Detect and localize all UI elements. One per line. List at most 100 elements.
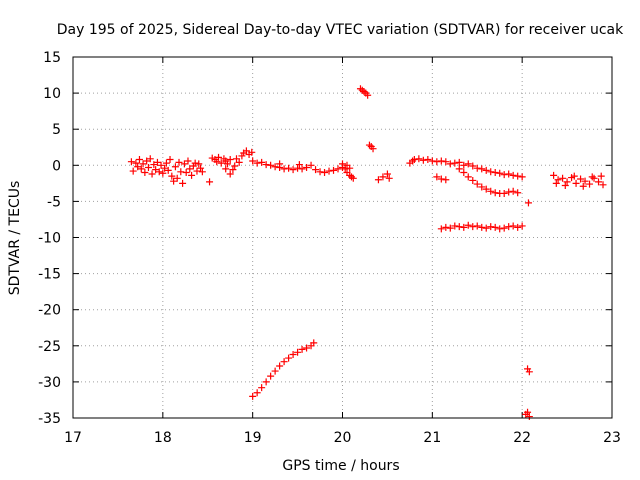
- data-point: [294, 348, 302, 356]
- chart-title: Day 195 of 2025, Sidereal Day-to-day VTE…: [57, 22, 624, 38]
- data-point: [217, 159, 225, 167]
- data-point: [150, 161, 158, 169]
- data-point: [155, 168, 163, 176]
- data-point: [162, 159, 170, 167]
- data-point: [276, 362, 284, 370]
- data-point: [597, 172, 605, 180]
- data-point: [232, 155, 240, 163]
- series-cluster-e: [406, 155, 526, 184]
- data-point: [442, 158, 450, 166]
- series-cluster-f: [455, 165, 522, 197]
- data-point: [500, 189, 508, 197]
- data-point: [316, 168, 324, 176]
- data-point: [410, 156, 418, 164]
- data-point: [385, 174, 393, 182]
- data-point: [469, 223, 477, 231]
- series-cluster-d: [356, 85, 393, 184]
- data-point: [491, 169, 499, 177]
- grid: [73, 57, 612, 418]
- data-point: [525, 368, 533, 376]
- data-point: [590, 174, 598, 182]
- y-tick-label: -10: [38, 231, 61, 247]
- data-point: [173, 174, 181, 182]
- data-point: [182, 169, 190, 177]
- data-point: [248, 148, 256, 156]
- data-point: [491, 189, 499, 197]
- data-point: [146, 155, 154, 163]
- data-point: [310, 339, 318, 347]
- data-point: [561, 182, 569, 190]
- data-point: [518, 173, 526, 181]
- data-point: [524, 199, 532, 207]
- data-point: [595, 178, 603, 186]
- y-tick-label: -30: [38, 375, 61, 391]
- data-point: [496, 169, 504, 177]
- data-point: [554, 176, 562, 184]
- x-tick-label: 23: [603, 430, 621, 446]
- y-tick-label: -20: [38, 303, 61, 319]
- data-point: [206, 178, 214, 186]
- data-point: [213, 158, 221, 166]
- data-point: [383, 170, 391, 178]
- data-point: [153, 158, 161, 166]
- data-point: [552, 179, 560, 187]
- x-tick-label: 19: [244, 430, 262, 446]
- x-tick-label: 22: [513, 430, 531, 446]
- data-point: [229, 166, 237, 174]
- y-tick-label: -5: [47, 194, 61, 210]
- data-point: [262, 378, 270, 386]
- data-point: [180, 160, 188, 168]
- data-point: [525, 413, 533, 421]
- y-tick-label: 10: [43, 86, 61, 102]
- data-point: [455, 165, 463, 173]
- data-point: [369, 145, 377, 153]
- data-point: [191, 159, 199, 167]
- data-point: [175, 158, 183, 166]
- data-point: [249, 392, 257, 400]
- data-point: [437, 175, 445, 183]
- data-points: [127, 85, 607, 421]
- data-point: [550, 171, 558, 179]
- tick-labels: 17 18 19 20 21 22 23 15 10 5 0 -5 -10 -15 -20 -25 -30 -35: [38, 50, 621, 446]
- data-point: [482, 224, 490, 232]
- data-point: [285, 164, 293, 172]
- data-point: [195, 160, 203, 168]
- data-point: [469, 176, 477, 184]
- data-point: [487, 187, 495, 195]
- data-point: [303, 344, 311, 352]
- data-point: [224, 160, 232, 168]
- data-point: [446, 160, 454, 168]
- data-point: [563, 178, 571, 186]
- data-point: [514, 189, 522, 197]
- data-point: [271, 163, 279, 171]
- data-point: [177, 168, 185, 176]
- data-point: [478, 183, 486, 191]
- data-point: [524, 408, 532, 416]
- data-point: [500, 224, 508, 232]
- data-point: [253, 389, 261, 397]
- data-point: [334, 165, 342, 173]
- data-point: [505, 170, 513, 178]
- data-point: [473, 164, 481, 172]
- data-point: [588, 173, 596, 181]
- data-point: [193, 167, 201, 175]
- data-point: [186, 165, 194, 173]
- data-point: [473, 180, 481, 188]
- data-point: [451, 159, 459, 167]
- data-point: [159, 169, 167, 177]
- data-point: [365, 141, 373, 149]
- data-point: [505, 223, 513, 231]
- data-point: [164, 166, 172, 174]
- data-point: [599, 181, 607, 189]
- y-tick-label: 15: [43, 50, 61, 66]
- data-point: [141, 169, 149, 177]
- data-point: [134, 163, 142, 171]
- data-point: [451, 222, 459, 230]
- series-cluster-c: [249, 157, 357, 182]
- data-point: [496, 225, 504, 233]
- y-axis-label: SDTVAR / TECUs: [7, 181, 23, 296]
- x-tick-label: 20: [334, 430, 352, 446]
- data-point: [325, 167, 333, 175]
- x-axis-label: GPS time / hours: [282, 458, 399, 474]
- data-point: [135, 156, 143, 164]
